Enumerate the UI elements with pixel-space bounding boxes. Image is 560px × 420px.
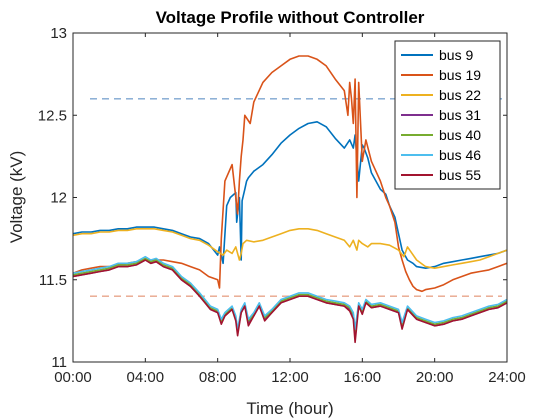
y-axis-title: Voltage (kV) [7,151,26,244]
x-tick-label: 00:00 [54,369,92,386]
series-lines [73,55,507,344]
x-tick-label: 04:00 [127,369,165,386]
x-tick-label: 24:00 [488,369,526,386]
y-tick-label: 11 [51,354,67,371]
y-tick-label: 11.5 [39,272,67,289]
legend-label: bus 31 [439,107,481,123]
x-tick-label: 12:00 [271,369,309,386]
x-axis-ticks: 00:00 04:00 08:00 12:00 16:00 20:00 24:00 [54,33,526,386]
x-tick-label: 20:00 [416,369,454,386]
x-axis-title: Time (hour) [246,399,333,418]
series-line-bus-40 [73,257,507,332]
series-line-bus-9 [73,121,507,270]
series-line-bus-46 [73,255,507,330]
legend-label: bus 22 [439,87,481,103]
legend-label: bus 40 [439,127,481,143]
series-line-bus-55 [73,259,507,344]
chart-title: Voltage Profile without Controller [156,8,425,27]
x-tick-label: 16:00 [344,369,382,386]
y-axis-ticks: 11 11.5 12 12.5 13 [38,25,507,371]
x-tick-label: 08:00 [199,369,237,386]
series-line-bus-22 [73,228,507,270]
y-tick-label: 12.5 [38,107,67,124]
legend-label: bus 46 [439,147,481,163]
legend-label: bus 9 [439,47,473,63]
series-line-bus-19 [73,55,507,293]
legend-label: bus 55 [439,167,481,183]
legend-label: bus 19 [439,67,481,83]
y-tick-label: 13 [50,25,67,42]
legend: bus 9 bus 19 bus 22 bus 31 bus 40 bus 46 bus 5… [394,40,501,190]
y-tick-label: 12 [50,190,67,207]
